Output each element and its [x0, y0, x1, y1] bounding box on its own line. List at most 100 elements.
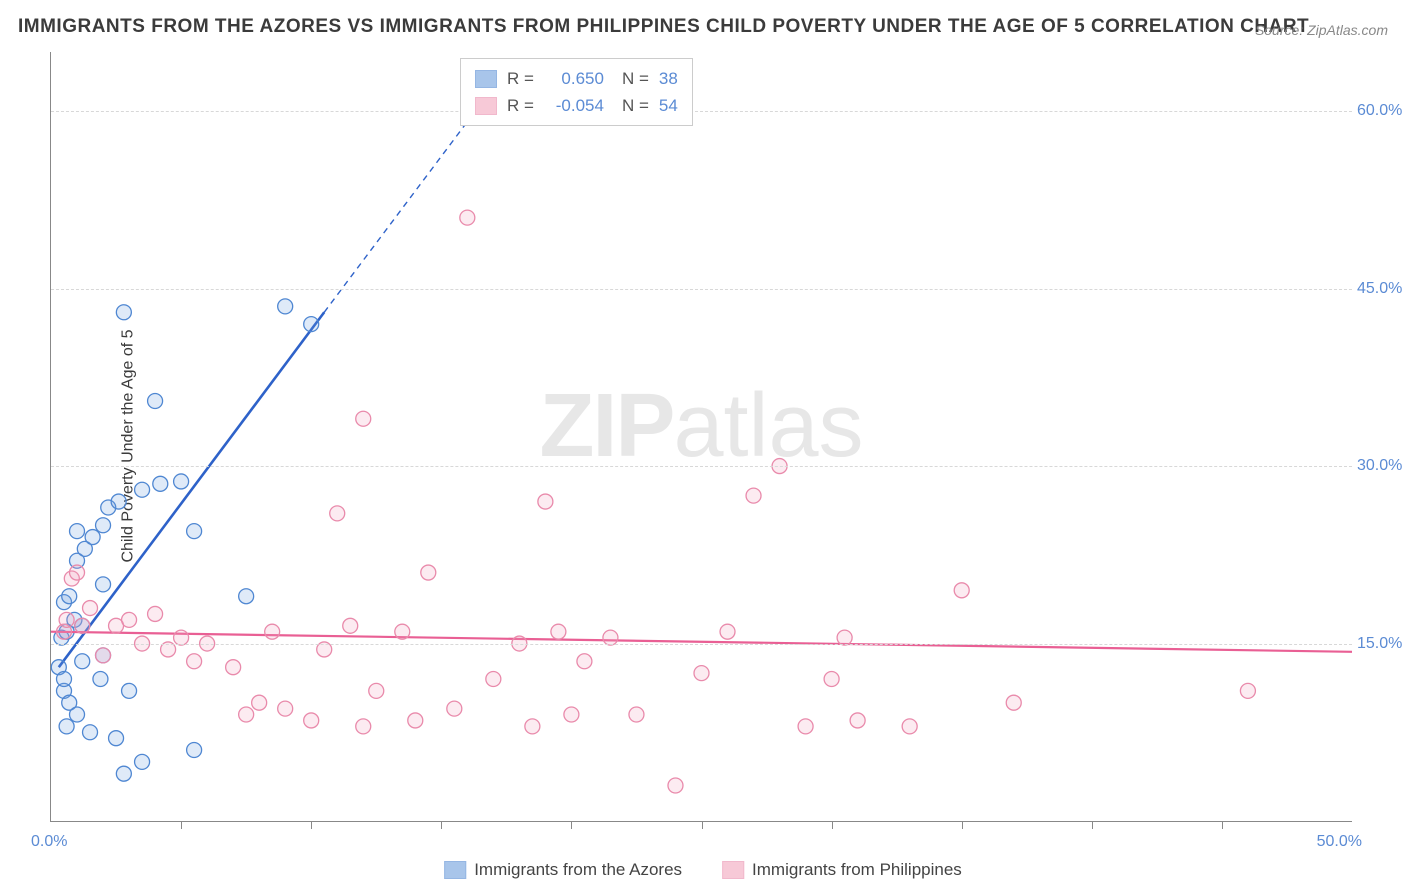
point-philippines — [330, 506, 345, 521]
point-philippines — [798, 719, 813, 734]
r-value-azores: 0.650 — [544, 65, 604, 92]
trend-line-azores — [59, 312, 324, 667]
x-tick — [181, 821, 182, 829]
r-value-philippines: -0.054 — [544, 92, 604, 119]
x-tick — [1092, 821, 1093, 829]
point-azores — [135, 754, 150, 769]
n-label: N = — [622, 92, 649, 119]
x-tick — [571, 821, 572, 829]
point-philippines — [226, 660, 241, 675]
point-philippines — [239, 707, 254, 722]
point-philippines — [824, 672, 839, 687]
point-azores — [187, 524, 202, 539]
point-azores — [278, 299, 293, 314]
point-philippines — [304, 713, 319, 728]
point-philippines — [75, 618, 90, 633]
gridline — [51, 111, 1352, 112]
legend-item-philippines: Immigrants from Philippines — [722, 860, 962, 880]
point-philippines — [746, 488, 761, 503]
gridline — [51, 289, 1352, 290]
point-philippines — [460, 210, 475, 225]
y-tick-label: 45.0% — [1357, 280, 1406, 298]
y-tick-label: 15.0% — [1357, 635, 1406, 653]
source-label: Source: ZipAtlas.com — [1255, 22, 1388, 38]
x-tick — [311, 821, 312, 829]
point-philippines — [525, 719, 540, 734]
point-azores — [75, 654, 90, 669]
plot-area: ZIPatlas 0.0% 50.0% 15.0%30.0%45.0%60.0% — [50, 52, 1352, 822]
point-philippines — [1006, 695, 1021, 710]
point-philippines — [187, 654, 202, 669]
x-tick — [962, 821, 963, 829]
x-tick — [832, 821, 833, 829]
point-philippines — [408, 713, 423, 728]
point-philippines — [395, 624, 410, 639]
point-azores — [111, 494, 126, 509]
point-philippines — [356, 411, 371, 426]
swatch-philippines — [722, 861, 744, 879]
x-tick — [702, 821, 703, 829]
point-azores — [96, 518, 111, 533]
correlation-legend: R = 0.650 N = 38 R = -0.054 N = 54 — [460, 58, 693, 126]
point-azores — [148, 394, 163, 409]
x-tick — [1222, 821, 1223, 829]
point-azores — [116, 766, 131, 781]
legend-row-philippines: R = -0.054 N = 54 — [475, 92, 678, 119]
point-philippines — [694, 666, 709, 681]
chart-svg — [51, 52, 1352, 821]
x-origin-label: 0.0% — [31, 833, 67, 851]
point-philippines — [83, 601, 98, 616]
point-philippines — [343, 618, 358, 633]
point-azores — [135, 482, 150, 497]
point-philippines — [720, 624, 735, 639]
point-azores — [70, 707, 85, 722]
series-legend: Immigrants from the Azores Immigrants fr… — [444, 860, 962, 880]
point-azores — [239, 589, 254, 604]
point-philippines — [954, 583, 969, 598]
point-philippines — [122, 612, 137, 627]
point-philippines — [369, 683, 384, 698]
point-philippines — [564, 707, 579, 722]
point-azores — [57, 672, 72, 687]
point-azores — [153, 476, 168, 491]
point-philippines — [850, 713, 865, 728]
point-philippines — [421, 565, 436, 580]
gridline — [51, 466, 1352, 467]
legend-row-azores: R = 0.650 N = 38 — [475, 65, 678, 92]
point-philippines — [278, 701, 293, 716]
point-philippines — [577, 654, 592, 669]
swatch-azores — [444, 861, 466, 879]
point-philippines — [902, 719, 917, 734]
n-value-philippines: 54 — [659, 92, 678, 119]
point-philippines — [148, 606, 163, 621]
chart-title: IMMIGRANTS FROM THE AZORES VS IMMIGRANTS… — [18, 16, 1309, 38]
point-philippines — [629, 707, 644, 722]
swatch-azores — [475, 70, 497, 88]
point-azores — [93, 672, 108, 687]
point-azores — [59, 719, 74, 734]
point-philippines — [252, 695, 267, 710]
point-philippines — [265, 624, 280, 639]
point-philippines — [59, 612, 74, 627]
point-philippines — [486, 672, 501, 687]
point-philippines — [538, 494, 553, 509]
y-tick-label: 60.0% — [1357, 102, 1406, 120]
x-max-label: 50.0% — [1317, 833, 1362, 851]
point-azores — [83, 725, 98, 740]
legend-item-azores: Immigrants from the Azores — [444, 860, 682, 880]
point-azores — [174, 474, 189, 489]
point-azores — [304, 317, 319, 332]
point-azores — [70, 524, 85, 539]
point-philippines — [1240, 683, 1255, 698]
r-label: R = — [507, 92, 534, 119]
point-azores — [116, 305, 131, 320]
point-philippines — [447, 701, 462, 716]
point-philippines — [70, 565, 85, 580]
point-philippines — [668, 778, 683, 793]
gridline — [51, 644, 1352, 645]
point-philippines — [551, 624, 566, 639]
series-label-philippines: Immigrants from Philippines — [752, 860, 962, 880]
point-philippines — [96, 648, 111, 663]
point-philippines — [356, 719, 371, 734]
n-value-azores: 38 — [659, 65, 678, 92]
